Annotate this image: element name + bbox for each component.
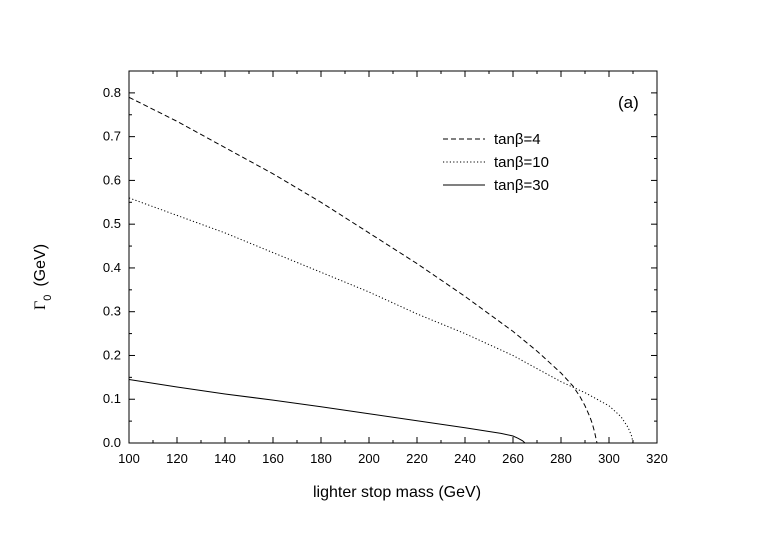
y-tick-label: 0.7 — [103, 129, 121, 144]
x-axis-title: lighter stop mass (GeV) — [313, 484, 481, 501]
plot-frame — [128, 70, 658, 444]
y-axis-title: Γ0 (GeV) — [32, 244, 54, 310]
y-axis-unit: (GeV) — [32, 244, 49, 287]
x-tick-label: 320 — [646, 451, 668, 466]
x-tick-label: 100 — [118, 451, 140, 466]
series-line-2 — [128, 197, 634, 444]
y-tick-label: 0.3 — [103, 304, 121, 319]
y-axis-symbol: Γ — [32, 301, 49, 310]
x-tick-label: 200 — [358, 451, 380, 466]
series-line-3 — [128, 379, 526, 444]
x-tick-label: 300 — [598, 451, 620, 466]
x-tick-label: 280 — [550, 451, 572, 466]
y-tick-label: 0.4 — [103, 260, 121, 275]
plot-border — [128, 70, 658, 444]
x-tick-label: 140 — [214, 451, 236, 466]
svg-text:Γ0(GeV): Γ0 (GeV) — [32, 244, 54, 310]
panel-label: (a) — [618, 93, 639, 112]
y-tick-label: 0.0 — [103, 435, 121, 450]
x-tick-label: 120 — [166, 451, 188, 466]
x-tick-label: 160 — [262, 451, 284, 466]
x-tick-label: 180 — [310, 451, 332, 466]
y-tick-label: 0.5 — [103, 216, 121, 231]
y-axis-ticks: 0.0 0.1 0.2 0.3 0.4 0.5 0.6 0.7 0.8 — [103, 85, 657, 450]
legend-label-3: tanβ=30 — [494, 177, 549, 194]
legend: tanβ=4 tanβ=10 tanβ=30 — [443, 131, 549, 194]
y-tick-label: 0.6 — [103, 172, 121, 187]
series-layer — [128, 96, 634, 444]
legend-label-1: tanβ=4 — [494, 131, 541, 148]
y-tick-label: 0.8 — [103, 85, 121, 100]
x-axis-ticks: 100 120 140 160 180 200 220 240 260 280 300 320 — [118, 71, 668, 466]
x-tick-label: 220 — [406, 451, 428, 466]
legend-label-2: tanβ=10 — [494, 154, 549, 171]
y-tick-label: 0.1 — [103, 391, 121, 406]
x-tick-label: 260 — [502, 451, 524, 466]
series-line-1 — [128, 96, 598, 444]
y-tick-label: 0.2 — [103, 347, 121, 362]
y-axis-subscript: 0 — [42, 295, 54, 301]
x-tick-label: 240 — [454, 451, 476, 466]
